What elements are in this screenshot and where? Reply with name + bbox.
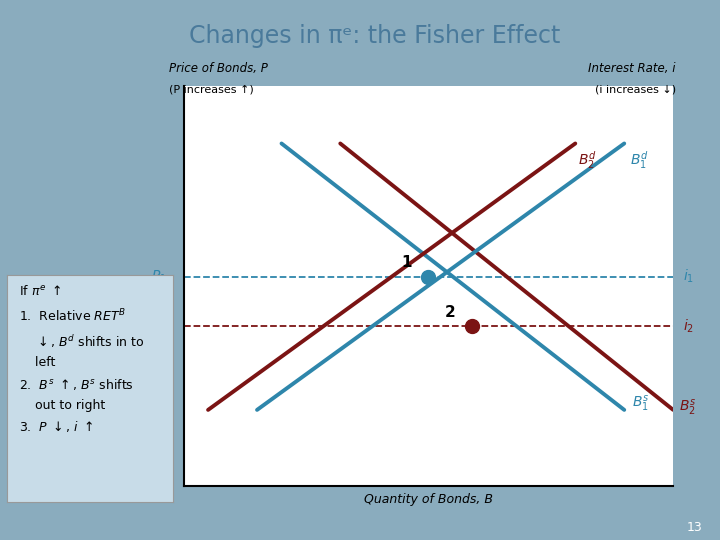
- Text: 2: 2: [445, 305, 456, 320]
- X-axis label: Quantity of Bonds, B: Quantity of Bonds, B: [364, 493, 493, 506]
- Text: $B_1^s$: $B_1^s$: [631, 394, 649, 414]
- Text: $P_2$: $P_2$: [151, 318, 166, 334]
- Text: $P_1$: $P_1$: [151, 268, 166, 285]
- Text: Price of Bonds, P: Price of Bonds, P: [169, 62, 268, 75]
- Text: $B_1^d$: $B_1^d$: [630, 149, 649, 171]
- Text: $B_2^s$: $B_2^s$: [679, 398, 696, 418]
- Text: $B_2^d$: $B_2^d$: [577, 149, 596, 171]
- Text: 1: 1: [401, 255, 412, 270]
- Text: $i_1$: $i_1$: [683, 268, 694, 285]
- Text: 13: 13: [686, 521, 702, 534]
- Text: If $\pi^e$ $\uparrow$
1.  Relative $\it{RET^B}$
    $\downarrow$, $B^d$ shifts i: If $\pi^e$ $\uparrow$ 1. Relative $\it{R…: [19, 285, 144, 435]
- Text: (i increases ↓): (i increases ↓): [595, 84, 675, 94]
- Text: Changes in πᵉ: the Fisher Effect: Changes in πᵉ: the Fisher Effect: [189, 24, 560, 48]
- Text: Interest Rate, i: Interest Rate, i: [588, 62, 675, 75]
- Text: (P increases ↑): (P increases ↑): [169, 84, 253, 94]
- Text: $i_2$: $i_2$: [683, 318, 694, 335]
